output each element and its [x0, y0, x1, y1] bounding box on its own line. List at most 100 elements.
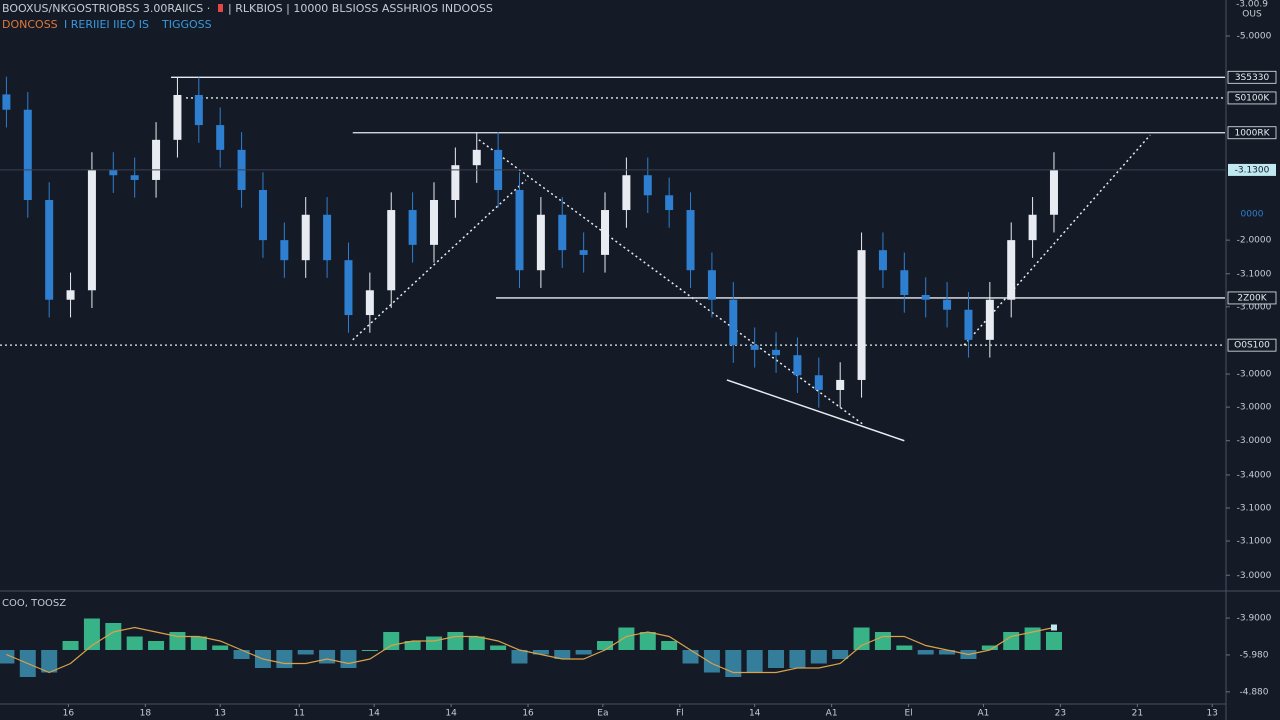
histogram-bar — [297, 650, 314, 655]
level-label: 1000RK — [1234, 128, 1270, 138]
histogram-bar — [1045, 632, 1062, 650]
y-tick-label: -3.1000 — [1237, 269, 1272, 279]
y-tick-label: -3.9000 — [1237, 614, 1272, 624]
histogram-bar — [169, 632, 186, 650]
x-tick-label: 14 — [368, 709, 380, 719]
level-label: 2Z00K — [1237, 293, 1267, 303]
candle-body — [429, 200, 438, 245]
y-tick-label: -2.0000 — [1237, 236, 1272, 246]
candle-body — [814, 375, 823, 390]
x-tick-label: Fl — [676, 709, 684, 719]
histogram-bar — [148, 641, 165, 650]
candle-body — [836, 379, 845, 390]
candle-body — [2, 94, 11, 110]
candle-body — [772, 349, 781, 356]
y-tick-label: -3.4000 — [1237, 470, 1272, 480]
histogram-bar — [361, 650, 378, 651]
level-label: O0S100 — [1234, 341, 1270, 351]
candle-body — [558, 214, 567, 251]
candle-body — [964, 309, 973, 340]
candle-body — [1007, 240, 1016, 300]
candle-body — [258, 189, 267, 241]
candle-body — [579, 250, 588, 255]
histogram-bar — [746, 650, 763, 673]
x-tick-label: 11 — [294, 709, 305, 719]
histogram-bar — [554, 650, 571, 659]
y-tick-label: -3.1000 — [1237, 503, 1272, 513]
candle-body — [280, 240, 289, 261]
histogram-bar — [618, 627, 635, 650]
x-tick-label: Ea — [597, 709, 608, 719]
candle-body — [45, 200, 54, 300]
histogram-bar — [682, 650, 699, 664]
histogram-bar — [383, 632, 400, 650]
x-tick-label: 21 — [1132, 709, 1143, 719]
histogram-bar — [319, 650, 336, 664]
x-tick-label: 14 — [445, 709, 457, 719]
y-tick-label: -3.1000 — [1237, 537, 1272, 547]
histogram-bar — [83, 618, 100, 650]
trend-line — [352, 179, 527, 341]
histogram-bar — [703, 650, 720, 673]
signal-line — [6, 626, 1055, 674]
candle-body — [23, 109, 32, 201]
histogram-bar — [0, 650, 15, 664]
y-tick-label: -3.0000 — [1237, 436, 1272, 446]
histogram-bar — [874, 632, 891, 650]
y-tick-label: -3.0000 — [1237, 571, 1272, 581]
histogram-bar — [661, 641, 678, 650]
candle-body — [408, 210, 417, 245]
histogram-bar — [190, 636, 207, 650]
candle-body — [344, 260, 353, 316]
candle-body — [472, 149, 481, 166]
candle-body — [707, 270, 716, 300]
level-label-box — [1227, 91, 1277, 105]
histogram-bar — [447, 632, 464, 650]
candle-body — [173, 94, 182, 140]
candle-body — [365, 290, 374, 316]
x-tick-label: 13 — [1206, 709, 1217, 719]
status-icon — [218, 4, 223, 12]
candle-body — [66, 290, 75, 300]
histogram-bar — [468, 636, 485, 650]
candle-body — [194, 94, 203, 126]
histogram-bar — [1003, 632, 1020, 650]
histogram-bar — [212, 645, 229, 650]
candle-body — [943, 299, 952, 310]
x-tick-label: 18 — [140, 709, 152, 719]
candle-body — [109, 169, 118, 176]
candle-body — [665, 195, 674, 211]
legend-entry: I RERIIEI IIEO IS — [64, 18, 149, 31]
candle-body — [900, 270, 909, 295]
x-tick-label: A1 — [977, 709, 989, 719]
histogram-bar — [425, 636, 442, 650]
oscillator-title: COO, TOOSZ — [2, 598, 66, 609]
candle-body — [878, 250, 887, 271]
level-label: S0100K — [1235, 93, 1271, 103]
candle-body — [686, 210, 695, 271]
candle-body — [536, 214, 545, 271]
legend-entry: DONCOSS — [2, 18, 58, 31]
histogram-bar — [939, 650, 956, 655]
histogram-bar — [896, 645, 913, 650]
candle-body — [921, 295, 930, 300]
histogram-bar — [981, 645, 998, 650]
candle-body — [750, 345, 759, 350]
price-label-box — [1228, 163, 1276, 176]
candle-body — [601, 210, 610, 255]
candle-body — [729, 299, 738, 346]
legend-entry: TIGGOSS — [161, 18, 212, 31]
candle-body — [515, 189, 524, 271]
candle-body — [387, 210, 396, 291]
histogram-bar — [511, 650, 528, 664]
histogram-bar — [917, 650, 934, 655]
histogram-bar — [532, 650, 549, 655]
x-tick-label: 14 — [749, 709, 761, 719]
candle-body — [152, 139, 161, 180]
candle-body — [857, 250, 866, 380]
histogram-bar — [233, 650, 250, 659]
level-label-box — [1227, 338, 1277, 352]
y-tick-label: -3.0000 — [1237, 403, 1272, 413]
